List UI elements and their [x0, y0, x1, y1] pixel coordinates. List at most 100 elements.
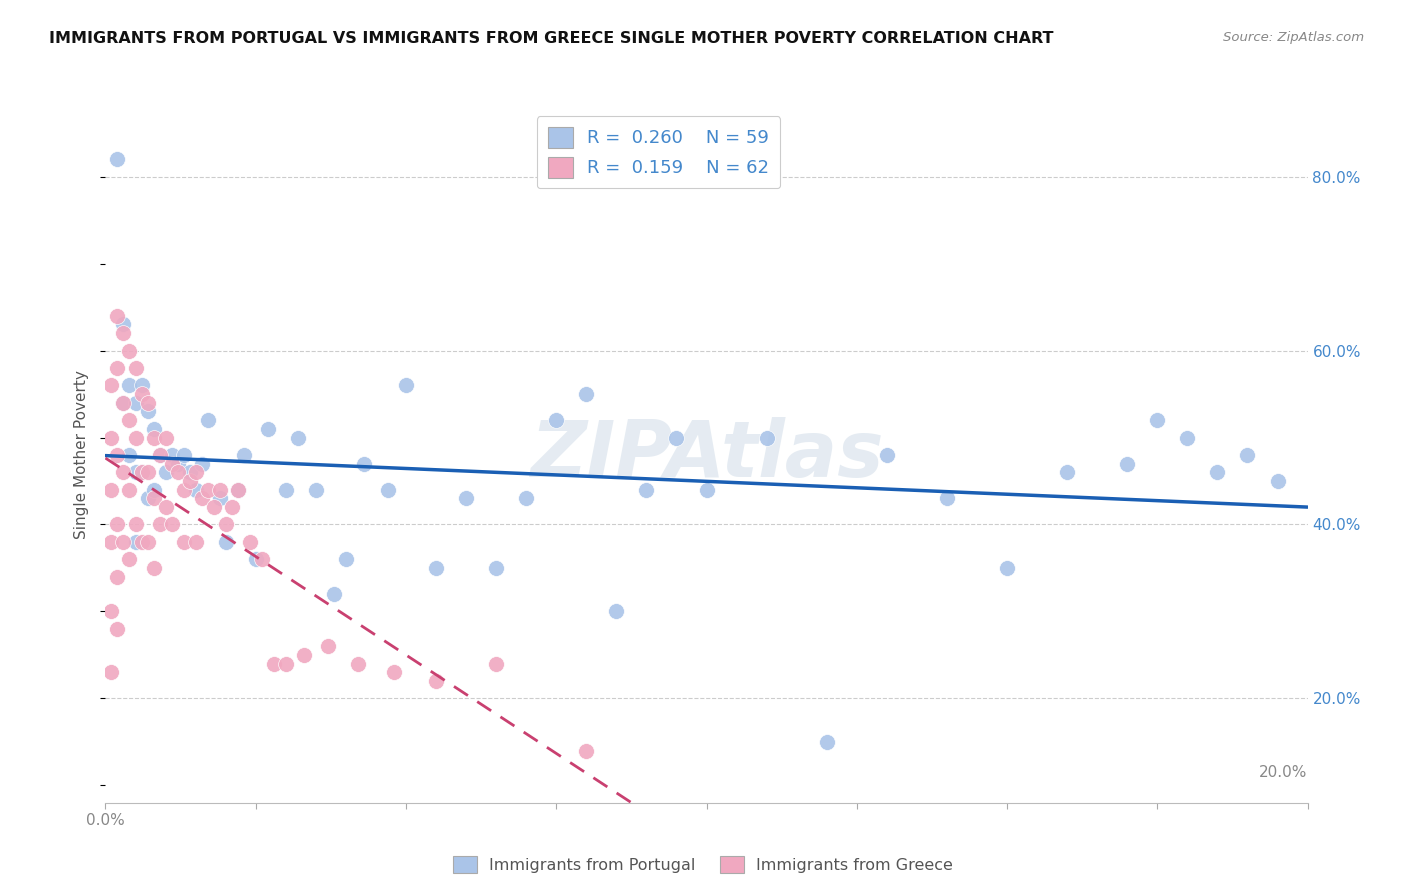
Point — [107, 570, 129, 584]
Point — [184, 534, 207, 549]
Point — [173, 483, 195, 497]
Point — [696, 483, 718, 497]
Point — [124, 534, 146, 549]
Point — [245, 552, 267, 566]
Point — [107, 361, 129, 376]
Point — [100, 665, 122, 680]
Point — [353, 457, 375, 471]
Point — [166, 466, 188, 480]
Point — [112, 318, 135, 332]
Point — [382, 665, 405, 680]
Point — [107, 517, 129, 532]
Point — [226, 483, 249, 497]
Point — [263, 657, 285, 671]
Point — [1236, 448, 1258, 462]
Point — [155, 500, 177, 514]
Point — [575, 744, 598, 758]
Point — [131, 466, 153, 480]
Point — [124, 517, 146, 532]
Point — [155, 466, 177, 480]
Point — [107, 152, 129, 166]
Point — [395, 378, 418, 392]
Point — [226, 483, 249, 497]
Point — [118, 448, 141, 462]
Point — [1146, 413, 1168, 427]
Point — [208, 491, 231, 506]
Point — [256, 422, 278, 436]
Point — [202, 500, 225, 514]
Point — [148, 448, 170, 462]
Point — [112, 534, 135, 549]
Point — [316, 639, 339, 653]
Point — [100, 534, 122, 549]
Point — [136, 395, 159, 409]
Point — [1116, 457, 1139, 471]
Point — [335, 552, 357, 566]
Point — [107, 622, 129, 636]
Point — [118, 343, 141, 358]
Point — [936, 491, 959, 506]
Text: Source: ZipAtlas.com: Source: ZipAtlas.com — [1223, 31, 1364, 45]
Point — [232, 448, 254, 462]
Point — [605, 605, 627, 619]
Point — [124, 395, 146, 409]
Point — [250, 552, 273, 566]
Point — [214, 534, 236, 549]
Point — [142, 422, 165, 436]
Point — [142, 430, 165, 444]
Point — [190, 491, 212, 506]
Point — [274, 657, 297, 671]
Legend: R =  0.260    N = 59, R =  0.159    N = 62: R = 0.260 N = 59, R = 0.159 N = 62 — [537, 116, 780, 188]
Point — [575, 387, 598, 401]
Point — [179, 474, 201, 488]
Point — [148, 448, 170, 462]
Point — [118, 483, 141, 497]
Point — [118, 378, 141, 392]
Point — [131, 387, 153, 401]
Point — [190, 457, 212, 471]
Point — [322, 587, 344, 601]
Point — [197, 483, 219, 497]
Y-axis label: Single Mother Poverty: Single Mother Poverty — [75, 370, 90, 540]
Point — [166, 457, 188, 471]
Point — [142, 483, 165, 497]
Point — [124, 361, 146, 376]
Point — [107, 309, 129, 323]
Point — [485, 561, 508, 575]
Point — [454, 491, 477, 506]
Point — [112, 326, 135, 340]
Point — [425, 674, 447, 689]
Point — [142, 491, 165, 506]
Point — [179, 466, 201, 480]
Point — [112, 395, 135, 409]
Point — [184, 466, 207, 480]
Legend: Immigrants from Portugal, Immigrants from Greece: Immigrants from Portugal, Immigrants fro… — [446, 849, 960, 880]
Point — [221, 500, 243, 514]
Point — [148, 517, 170, 532]
Point — [208, 483, 231, 497]
Point — [100, 378, 122, 392]
Point — [173, 448, 195, 462]
Point — [136, 466, 159, 480]
Point — [131, 378, 153, 392]
Text: ZIPAtlas: ZIPAtlas — [530, 417, 883, 493]
Point — [1056, 466, 1078, 480]
Point — [155, 430, 177, 444]
Point — [124, 466, 146, 480]
Point — [100, 483, 122, 497]
Point — [305, 483, 328, 497]
Point — [184, 483, 207, 497]
Point — [100, 430, 122, 444]
Point — [173, 534, 195, 549]
Point — [755, 430, 778, 444]
Point — [160, 457, 183, 471]
Point — [100, 605, 122, 619]
Point — [347, 657, 370, 671]
Point — [136, 491, 159, 506]
Point — [995, 561, 1018, 575]
Point — [136, 404, 159, 418]
Point — [815, 735, 838, 749]
Text: 20.0%: 20.0% — [1260, 764, 1308, 780]
Point — [107, 448, 129, 462]
Point — [1267, 474, 1289, 488]
